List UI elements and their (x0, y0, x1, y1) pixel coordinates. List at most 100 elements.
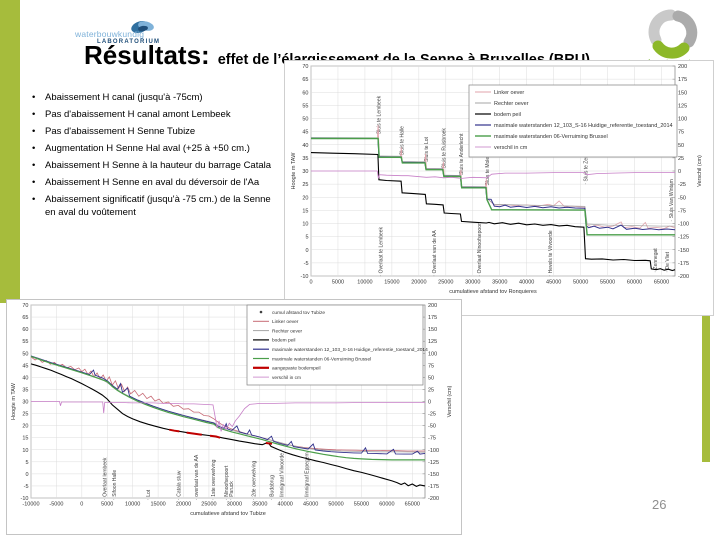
svg-text:-10: -10 (301, 274, 309, 280)
svg-text:50000: 50000 (328, 502, 343, 508)
svg-text:60000: 60000 (379, 502, 394, 508)
svg-text:maximale waterstanden 12_103_S: maximale waterstanden 12_103_S-16 Huidig… (494, 123, 673, 129)
y-axis-title: Hoogte m TAW (291, 152, 297, 190)
canal-chart-svg: 0 5000 10000 15000 20000 25000 30000 35000 40000… (291, 64, 703, 295)
svg-text:·: · (104, 497, 106, 503)
list-item: Abaissement significatif (jusqu'à -75 cm… (30, 194, 282, 219)
svg-text:-150: -150 (428, 472, 439, 478)
svg-text:·: · (585, 182, 587, 188)
svg-text:0: 0 (305, 248, 308, 254)
svg-text:150: 150 (678, 90, 687, 96)
svg-text:40000: 40000 (278, 502, 293, 508)
svg-text:·: · (178, 497, 180, 503)
svg-text:Hevels te Vilvoorde: Hevels te Vilvoorde (548, 230, 554, 273)
svg-text:100: 100 (428, 351, 437, 357)
svg-text:-50: -50 (428, 424, 436, 430)
svg-text:5: 5 (305, 235, 308, 241)
svg-text:55: 55 (22, 339, 28, 345)
svg-text:65: 65 (22, 315, 28, 321)
svg-text:Rechter oever: Rechter oever (494, 101, 529, 107)
svg-text:Overlaat van de AA: Overlaat van de AA (432, 230, 438, 274)
svg-text:25000: 25000 (438, 280, 453, 286)
svg-text:-100: -100 (678, 222, 689, 228)
svg-text:0: 0 (309, 280, 312, 286)
list-item: Pas d'abaissement H canal amont Lembeek (30, 109, 282, 122)
svg-text:-25: -25 (678, 182, 686, 188)
svg-text:Budabrug: Budabrug (269, 475, 275, 497)
svg-text:-175: -175 (428, 484, 439, 490)
svg-text:Linker oever: Linker oever (272, 319, 299, 325)
svg-text:·: · (654, 269, 656, 275)
plot-area: -10000 -5000 0 5000 10000 15000 20000 25000 3000… (11, 303, 453, 517)
svg-text:0: 0 (25, 472, 28, 478)
svg-text:De Vliet: De Vliet (665, 251, 671, 269)
svg-text:45000: 45000 (546, 280, 561, 286)
svg-text:·: · (230, 497, 232, 503)
svg-text:maximale waterstanden 06-Verru: maximale waterstanden 06-Verruiming Brus… (272, 356, 371, 362)
svg-text:-200: -200 (428, 496, 439, 502)
svg-text:Catala stuw: Catala stuw (176, 470, 182, 497)
list-item: Abaissement H Senne à la hauteur du barr… (30, 160, 282, 173)
svg-text:30: 30 (22, 400, 28, 406)
svg-text:45: 45 (22, 363, 28, 369)
svg-text:45000: 45000 (303, 502, 318, 508)
svg-text:65: 65 (302, 77, 308, 83)
svg-text:·: · (666, 269, 668, 275)
svg-text:cumul afstand tov Tubize: cumul afstand tov Tubize (272, 310, 325, 316)
svg-text:bodem peil: bodem peil (272, 338, 295, 344)
series-lines (30, 355, 426, 488)
y2-axis-title: Verschil (cm) (697, 155, 703, 187)
svg-text:-5000: -5000 (49, 502, 63, 508)
svg-text:175: 175 (678, 77, 687, 83)
svg-text:75: 75 (678, 130, 684, 136)
svg-text:70: 70 (302, 64, 308, 70)
svg-text:limnigraaf Vilvoorde: limnigraaf Vilvoorde (280, 453, 286, 497)
svg-text:1ste overwelving: 1ste overwelving (211, 459, 217, 496)
svg-text:0: 0 (80, 502, 83, 508)
svg-text:Overlaat lembeek: Overlaat lembeek (103, 457, 109, 497)
svg-text:10: 10 (22, 448, 28, 454)
svg-text:-125: -125 (678, 235, 689, 241)
svg-text:-100: -100 (428, 448, 439, 454)
svg-text:-25: -25 (428, 412, 436, 418)
svg-text:50000: 50000 (573, 280, 588, 286)
list-item: Augmentation H Senne Hal aval (+25 à +50… (30, 143, 282, 156)
svg-text:5000: 5000 (332, 280, 344, 286)
svg-text:·: · (212, 497, 214, 503)
bullet-list: Abaissement H canal (jusqu'à -75cm) Pas d… (30, 92, 282, 224)
svg-text:150: 150 (428, 327, 437, 333)
svg-text:·: · (380, 273, 382, 279)
svg-text:25000: 25000 (201, 502, 216, 508)
list-item: Pas d'abaissement H Senne Tubize (30, 126, 282, 139)
svg-text:45: 45 (302, 130, 308, 136)
svg-text:55000: 55000 (600, 280, 615, 286)
svg-text:55: 55 (302, 103, 308, 109)
svg-text:-10: -10 (21, 496, 29, 502)
svg-text:·: · (271, 497, 273, 503)
svg-text:·: · (281, 497, 283, 503)
svg-text:25: 25 (428, 387, 434, 393)
svg-text:verschil in cm: verschil in cm (494, 145, 528, 151)
svg-text:70: 70 (22, 303, 28, 309)
svg-text:50: 50 (428, 375, 434, 381)
svg-text:·: · (195, 497, 197, 503)
svg-text:·: · (225, 497, 227, 503)
svg-text:Lot: Lot (146, 489, 152, 497)
svg-text:0: 0 (428, 400, 431, 406)
list-item: Abaissement H canal (jusqu'à -75cm) (30, 92, 282, 105)
svg-text:Overlaat te Lembeek: Overlaat te Lembeek (379, 226, 385, 273)
svg-text:15: 15 (22, 436, 28, 442)
senne-chart-figure: -10000 -5000 0 5000 10000 15000 20000 25000 3000… (6, 299, 462, 535)
list-item: Abaissement H Senne en aval du déversoir… (30, 177, 282, 190)
svg-text:20: 20 (302, 195, 308, 201)
laboratorium-logo-text: LABORATORIUM (97, 39, 161, 45)
annotations: ·Overlaat lembeek·Sifoon Halle·Lot·Catal… (103, 452, 311, 502)
svg-text:Sluis Van Wintam: Sluis Van Wintam (669, 179, 675, 218)
svg-text:30: 30 (302, 169, 308, 175)
page-title: Résultats: (84, 40, 210, 70)
page-number: 26 (652, 497, 667, 512)
svg-text:15000: 15000 (384, 280, 399, 286)
svg-text:·: · (478, 273, 480, 279)
svg-text:50: 50 (22, 351, 28, 357)
